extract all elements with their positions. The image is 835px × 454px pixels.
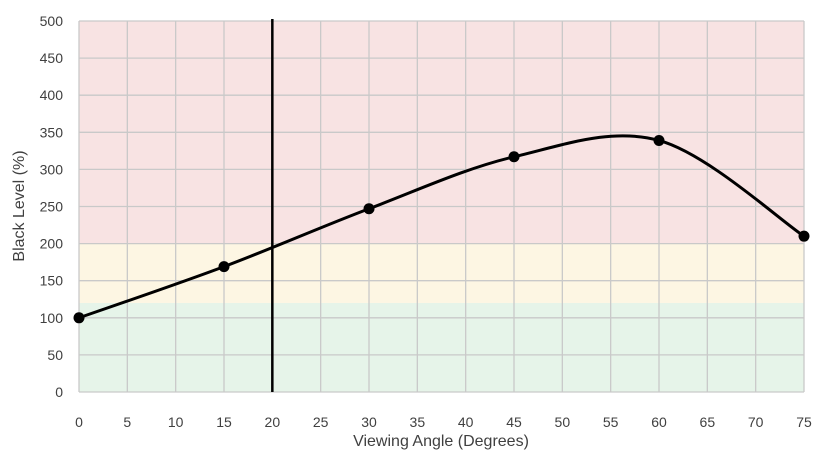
- series-line: [78, 134, 805, 320]
- y-tick-label: 500: [40, 13, 64, 29]
- data-point: [508, 151, 520, 163]
- x-tick-label: 40: [458, 414, 474, 430]
- y-tick-label: 0: [55, 384, 63, 400]
- x-tick-label: 10: [168, 414, 184, 430]
- x-tick-label: 20: [265, 414, 281, 430]
- y-tick-label: 50: [47, 347, 63, 363]
- data-point: [653, 134, 665, 146]
- x-tick-label: 75: [796, 414, 812, 430]
- x-tick-label: 25: [313, 414, 329, 430]
- x-tick-label: 0: [75, 414, 83, 430]
- x-tick-label: 65: [700, 414, 716, 430]
- data-point: [73, 312, 85, 324]
- data-point: [218, 261, 230, 273]
- x-tick-labels: 0 5 10 15 20 25 30 35 40 45 50 55 60 65 70 75: [75, 414, 812, 430]
- x-tick-label: 60: [651, 414, 667, 430]
- x-tick-label: 55: [603, 414, 619, 430]
- band-1: [79, 243, 804, 303]
- y-tick-label: 150: [40, 273, 64, 289]
- data-point: [798, 230, 810, 242]
- x-tick-label: 5: [123, 414, 131, 430]
- y-axis-title: Black Level (%): [11, 150, 28, 261]
- data-point: [363, 203, 375, 215]
- y-tick-labels: 0 50 100 150 200 250 300 350 400 450 500: [40, 13, 64, 400]
- y-tick-label: 200: [40, 236, 64, 252]
- band-0: [79, 302, 804, 392]
- y-tick-label: 250: [40, 199, 64, 215]
- y-tick-label: 400: [40, 87, 64, 103]
- series-layer: [73, 134, 810, 324]
- y-tick-label: 300: [40, 161, 64, 177]
- x-tick-label: 15: [216, 414, 232, 430]
- x-tick-label: 70: [748, 414, 764, 430]
- x-tick-label: 30: [361, 414, 377, 430]
- y-tick-label: 450: [40, 50, 64, 66]
- x-tick-label: 50: [555, 414, 571, 430]
- y-tick-label: 350: [40, 124, 64, 140]
- y-tick-label: 100: [40, 310, 64, 326]
- x-tick-label: 45: [506, 414, 522, 430]
- x-axis-title: Viewing Angle (Degrees): [353, 433, 529, 450]
- x-tick-label: 35: [410, 414, 426, 430]
